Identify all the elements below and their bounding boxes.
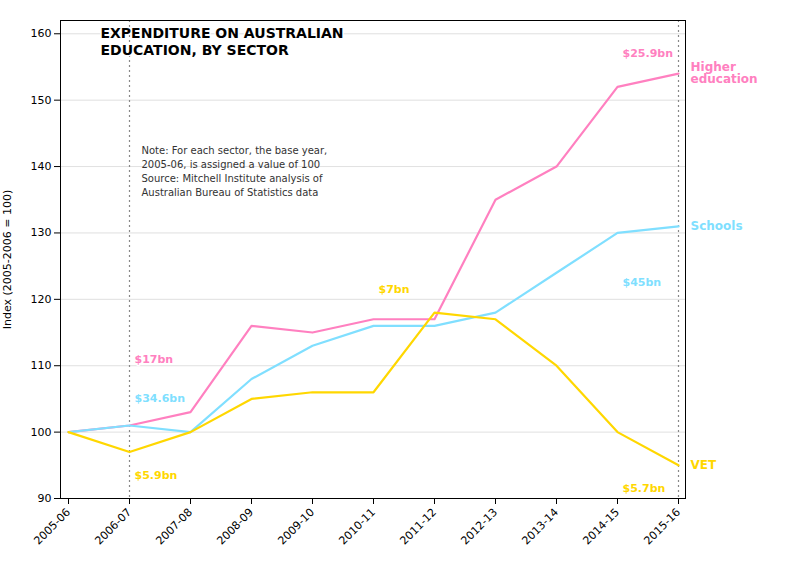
svg-text:2010-11: 2010-11 (336, 506, 378, 548)
svg-text:2014-15: 2014-15 (580, 506, 622, 548)
svg-text:160: 160 (31, 27, 52, 40)
svg-text:$7bn: $7bn (379, 283, 410, 296)
svg-text:Schools: Schools (691, 219, 743, 233)
svg-text:2007-08: 2007-08 (153, 506, 195, 548)
svg-text:$5.7bn: $5.7bn (623, 482, 666, 495)
svg-text:90: 90 (38, 492, 52, 505)
svg-text:2012-13: 2012-13 (458, 506, 500, 548)
svg-text:2013-14: 2013-14 (519, 506, 561, 548)
svg-text:Index (2005-2006 = 100): Index (2005-2006 = 100) (1, 190, 14, 330)
svg-text:2005-06: 2005-06 (31, 506, 73, 548)
svg-text:$45bn: $45bn (623, 276, 662, 289)
svg-text:130: 130 (31, 226, 52, 239)
svg-text:$5.9bn: $5.9bn (135, 469, 178, 482)
svg-text:$34.6bn: $34.6bn (135, 392, 186, 405)
svg-text:2011-12: 2011-12 (397, 506, 439, 548)
svg-text:Highereducation: Highereducation (691, 60, 758, 86)
svg-text:$17bn: $17bn (135, 353, 174, 366)
svg-text:140: 140 (31, 160, 52, 173)
svg-text:$25.9bn: $25.9bn (623, 47, 674, 60)
svg-text:100: 100 (31, 426, 52, 439)
svg-text:2009-10: 2009-10 (275, 506, 317, 548)
svg-text:VET: VET (691, 458, 717, 472)
svg-text:EXPENDITURE ON AUSTRALIANEDUCA: EXPENDITURE ON AUSTRALIANEDUCATION, BY S… (101, 25, 344, 58)
svg-text:2008-09: 2008-09 (214, 506, 256, 548)
svg-text:110: 110 (31, 359, 52, 372)
svg-text:150: 150 (31, 94, 52, 107)
svg-text:2006-07: 2006-07 (92, 506, 134, 548)
svg-text:Note: For each sector, the bas: Note: For each sector, the base year,200… (142, 145, 328, 198)
svg-text:2015-16: 2015-16 (641, 506, 683, 548)
svg-text:120: 120 (31, 293, 52, 306)
